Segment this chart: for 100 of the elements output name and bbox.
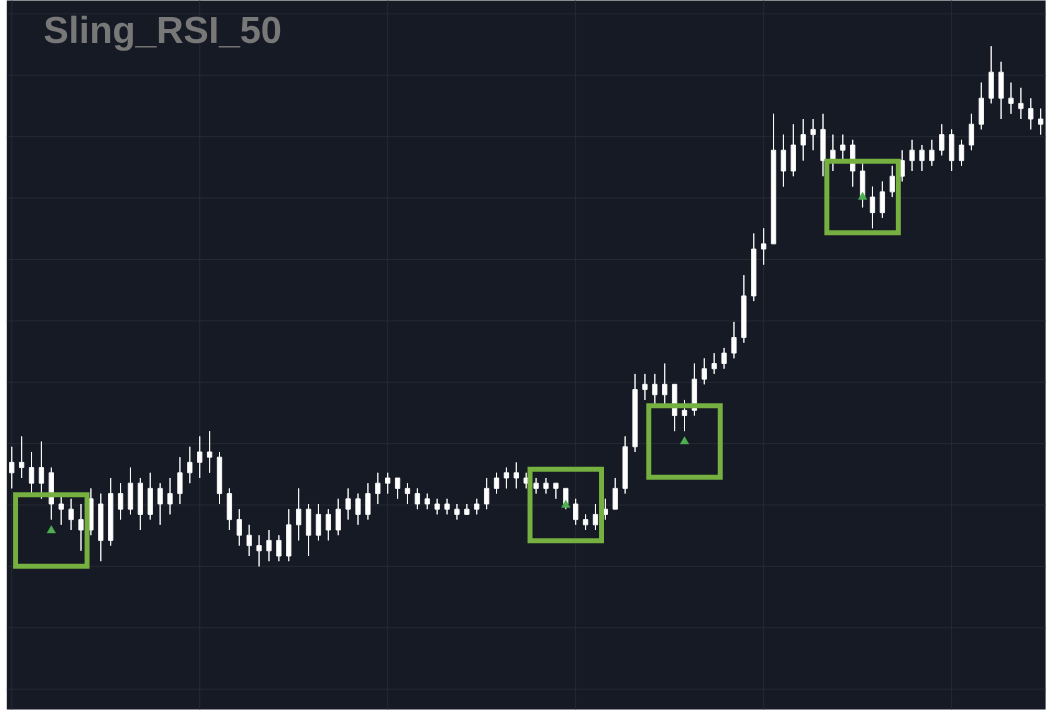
candlestick [988, 45, 994, 104]
candlestick [968, 113, 975, 151]
candlestick [28, 451, 35, 494]
candlestick [958, 139, 965, 167]
candlestick [19, 435, 25, 479]
candlestick [404, 482, 411, 505]
candlestick [1008, 82, 1014, 115]
candlestick [939, 123, 945, 156]
candlestick [929, 139, 935, 167]
candlestick [503, 466, 510, 489]
candlestick [375, 472, 381, 505]
candlestick [464, 503, 470, 515]
candlestick [711, 352, 717, 375]
candlestick [622, 435, 628, 494]
candlestick [889, 165, 895, 198]
candlestick [414, 487, 420, 510]
candlestick [266, 529, 272, 562]
point [858, 191, 868, 200]
candlestick [187, 446, 193, 484]
candlestick [305, 503, 312, 557]
point [46, 525, 56, 534]
candlestick [1028, 97, 1034, 130]
candlestick [998, 61, 1004, 120]
candlestick [701, 357, 707, 385]
candlestick [424, 492, 430, 510]
candlestick [810, 118, 816, 151]
candlestick [484, 477, 490, 510]
candlestick [197, 435, 203, 479]
point [680, 436, 689, 445]
candlestick [226, 487, 233, 531]
candlestick [1038, 108, 1044, 135]
candlestick [582, 513, 589, 531]
candlestick [108, 477, 114, 546]
candlestick [790, 123, 796, 177]
candlestick [98, 492, 104, 562]
candlestick [978, 82, 984, 130]
candlestick [1018, 87, 1024, 120]
candlestick [137, 477, 143, 531]
candlestick [256, 534, 262, 567]
candlestick [652, 373, 658, 406]
candlestick [157, 482, 163, 526]
candlestick [365, 482, 371, 520]
candlestick [780, 134, 787, 187]
candlestick [78, 503, 84, 552]
candlestick [38, 440, 45, 500]
candlestick [662, 362, 668, 406]
candlestick [335, 498, 341, 536]
candlestick [296, 487, 302, 541]
candlestick [800, 118, 806, 161]
candlestick [177, 456, 183, 505]
candlestick [830, 134, 836, 172]
candlestick [869, 186, 876, 229]
candlestick [632, 373, 638, 453]
candlestick [741, 274, 747, 344]
candlestick [325, 508, 331, 541]
candlestick [286, 508, 292, 562]
candlestick [147, 472, 153, 520]
candlestick [919, 144, 925, 172]
candlestick [879, 180, 885, 219]
candlestick [731, 321, 737, 359]
candlestick [681, 399, 688, 432]
candlestick [9, 446, 15, 489]
candlestick [167, 477, 173, 515]
candlestick [493, 472, 500, 494]
candlestick [345, 487, 351, 520]
candlestick [444, 498, 450, 515]
candlestick [721, 347, 727, 370]
candlestick [949, 128, 955, 172]
candlestick [355, 492, 361, 526]
candlestick [909, 139, 915, 172]
candlestick [761, 227, 767, 265]
candlestick [385, 472, 391, 494]
candlestick [68, 498, 74, 531]
candlestick [523, 472, 529, 489]
candlestick [276, 534, 282, 562]
candlestick [642, 373, 648, 401]
candlestick [820, 113, 826, 177]
candlestick [553, 482, 559, 500]
candlestick [533, 477, 539, 494]
candlestick [127, 466, 134, 515]
candlestick [543, 477, 549, 494]
point [561, 499, 571, 508]
candlestick [513, 461, 519, 489]
candlestick [434, 498, 440, 515]
candlestick [246, 524, 252, 557]
candlestick [770, 113, 777, 245]
candlestick [236, 508, 242, 546]
candlestick [751, 232, 757, 302]
candlestick [612, 477, 618, 510]
candlestick [206, 430, 213, 474]
candlestick [216, 451, 223, 505]
candlestick [573, 498, 579, 526]
candlestick [454, 503, 460, 520]
candlestick [840, 134, 846, 161]
candlestick [474, 498, 480, 515]
candlestick [117, 482, 124, 520]
candlestick [394, 477, 401, 500]
chart-title: Sling_RSI_50 [44, 15, 281, 51]
candlestick [592, 503, 599, 531]
candlestick [315, 503, 322, 541]
